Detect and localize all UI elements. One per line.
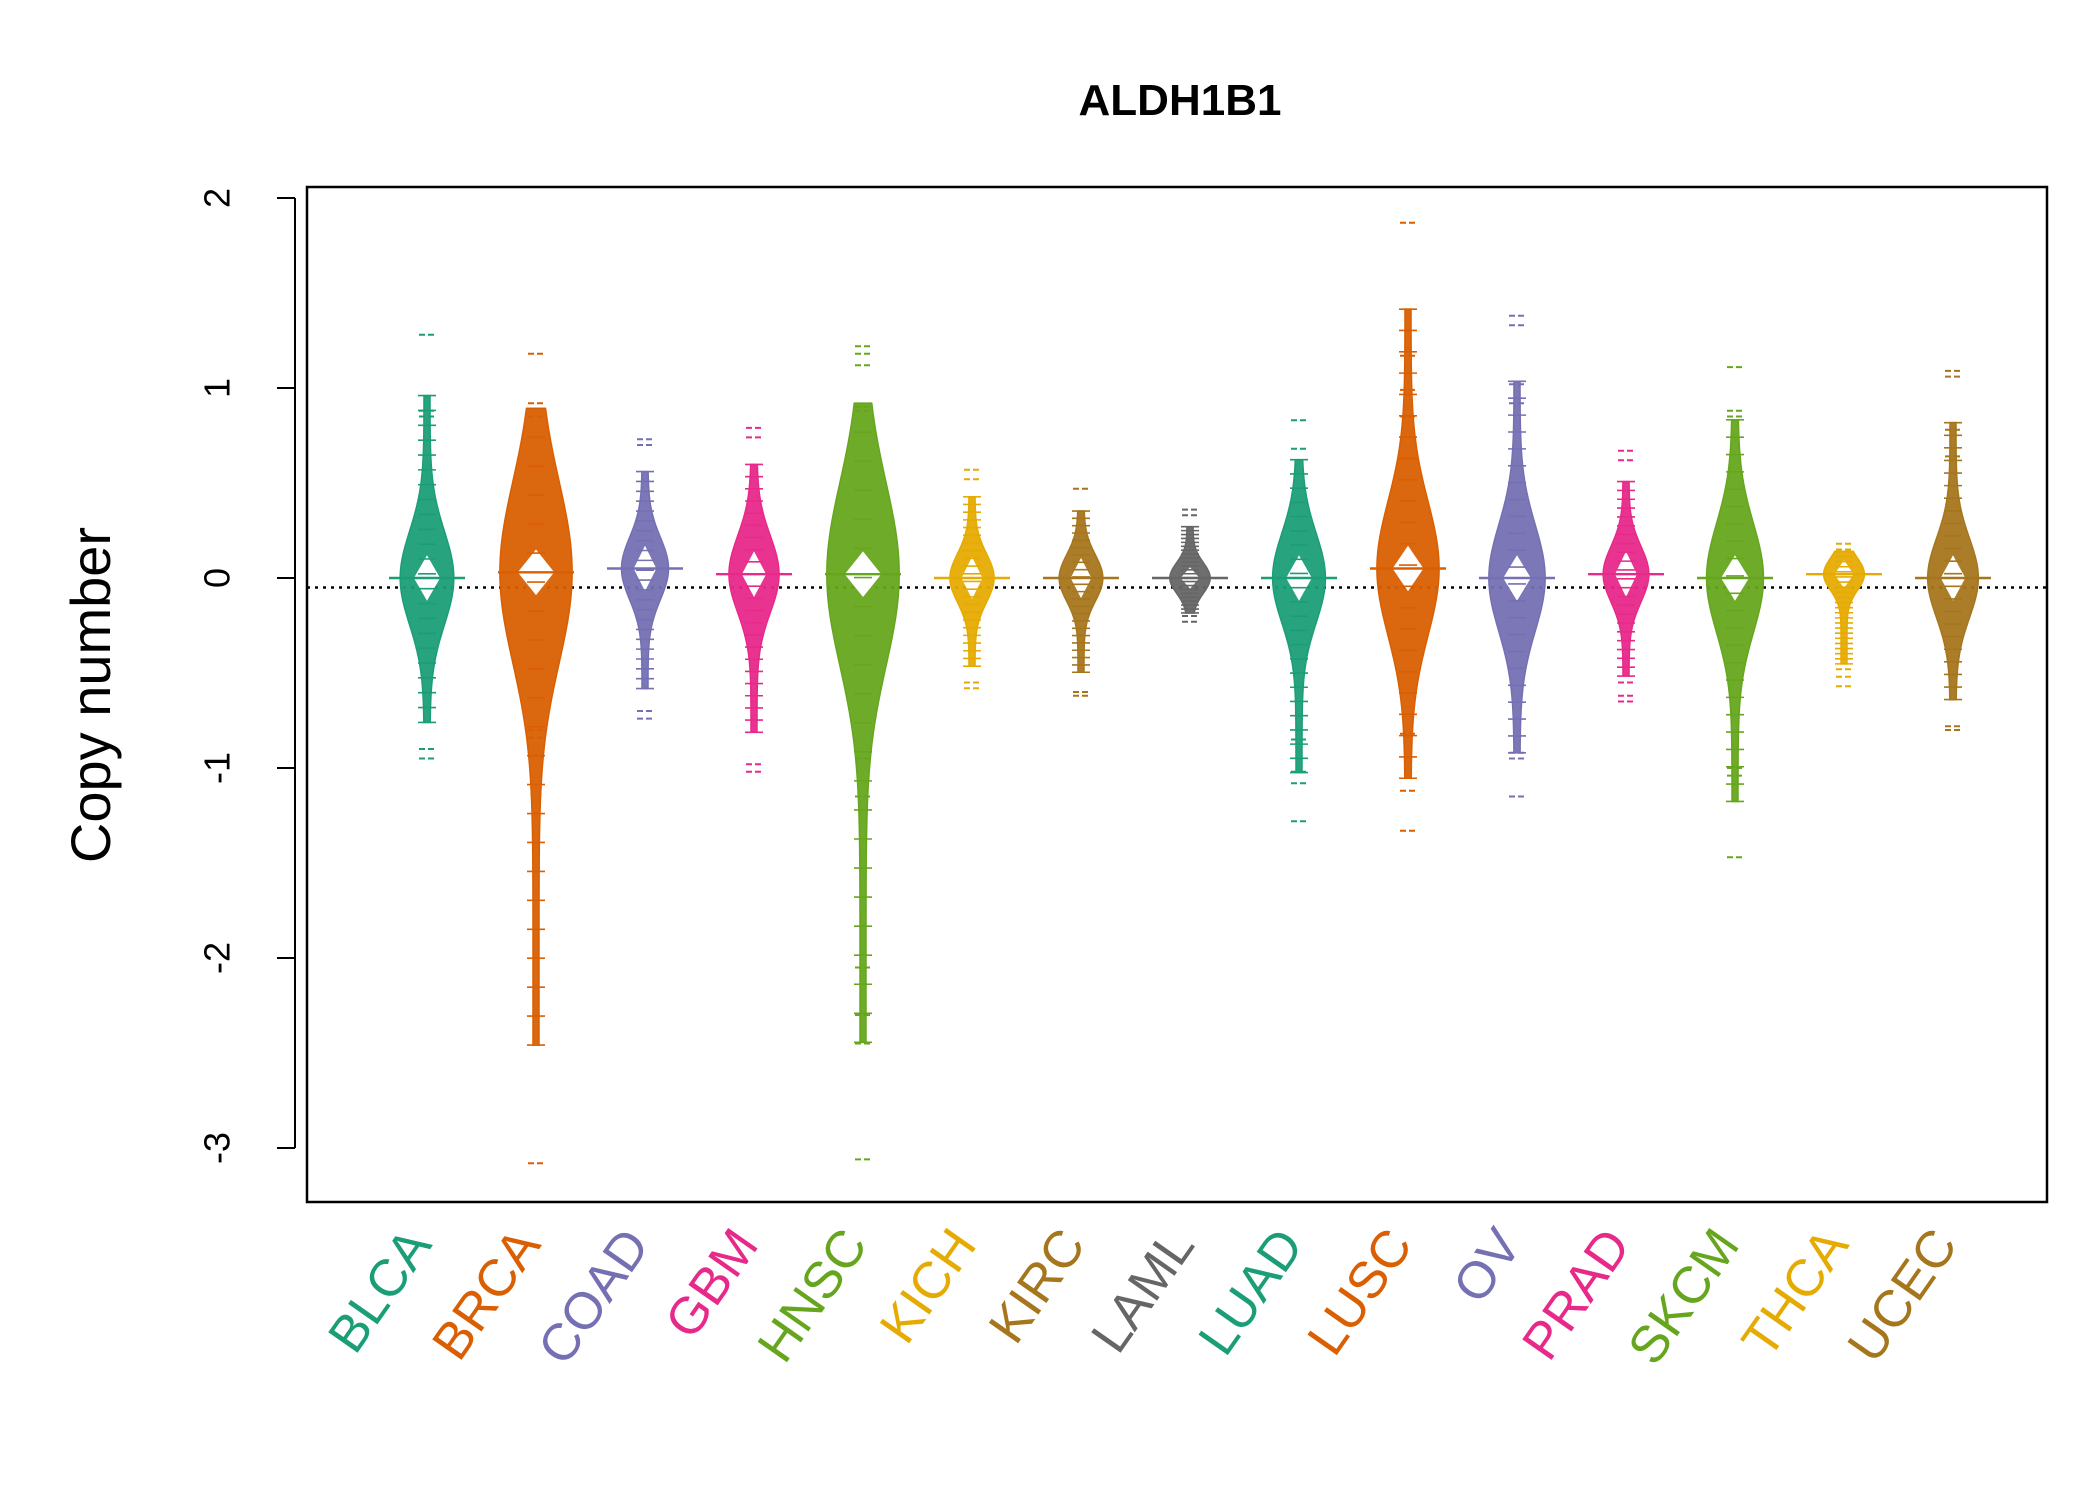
- x-tick-label: LUAD: [1188, 1219, 1315, 1366]
- bean-LUSC: [1370, 221, 1446, 832]
- x-tick-label: UCEC: [1837, 1219, 1969, 1373]
- y-tick-label: -3: [197, 1132, 238, 1164]
- y-tick-label: -2: [197, 942, 238, 974]
- y-tick-label: 1: [197, 378, 238, 398]
- y-tick-label: 2: [197, 188, 238, 208]
- x-tick-label: BRCA: [421, 1218, 552, 1370]
- bean-BRCA: [498, 352, 574, 1165]
- y-axis-label: Copy number: [59, 527, 122, 863]
- x-tick-label: SKCM: [1617, 1219, 1751, 1375]
- chart-title: ALDH1B1: [1079, 76, 1282, 125]
- bean-GBM: [716, 426, 792, 773]
- bean-COAD: [607, 438, 683, 720]
- bean-HNSC: [825, 345, 901, 1161]
- x-tick-label: KICH: [869, 1219, 988, 1354]
- y-tick-label: 0: [197, 568, 238, 588]
- bean-UCEC: [1915, 369, 1991, 731]
- x-tick-label: COAD: [527, 1219, 661, 1375]
- plot-frame: [305, 185, 2049, 1204]
- bean-PRAD: [1588, 449, 1664, 703]
- bean-LAML: [1152, 508, 1228, 623]
- x-tick-label: HNSC: [747, 1219, 879, 1373]
- x-tick-label: OV: [1442, 1218, 1533, 1313]
- bean-BLCA: [389, 333, 465, 760]
- x-tick-label: THCA: [1731, 1218, 1860, 1367]
- bean-THCA: [1806, 542, 1882, 688]
- plot-area: [307, 221, 2047, 1165]
- bean-KICH: [934, 468, 1010, 690]
- x-tick-label: BLCA: [317, 1218, 443, 1363]
- x-tick-label: PRAD: [1511, 1219, 1641, 1371]
- x-tick-label: KIRC: [978, 1219, 1097, 1354]
- x-tick-label: LUSC: [1297, 1219, 1424, 1366]
- bean-KIRC: [1043, 487, 1119, 697]
- bean-LUAD: [1261, 419, 1337, 823]
- x-tick-label: GBM: [654, 1219, 769, 1349]
- bean-SKCM: [1697, 366, 1773, 859]
- bean-OV: [1479, 314, 1555, 798]
- x-tick-label: LAML: [1080, 1219, 1205, 1364]
- y-tick-label: -1: [197, 752, 238, 784]
